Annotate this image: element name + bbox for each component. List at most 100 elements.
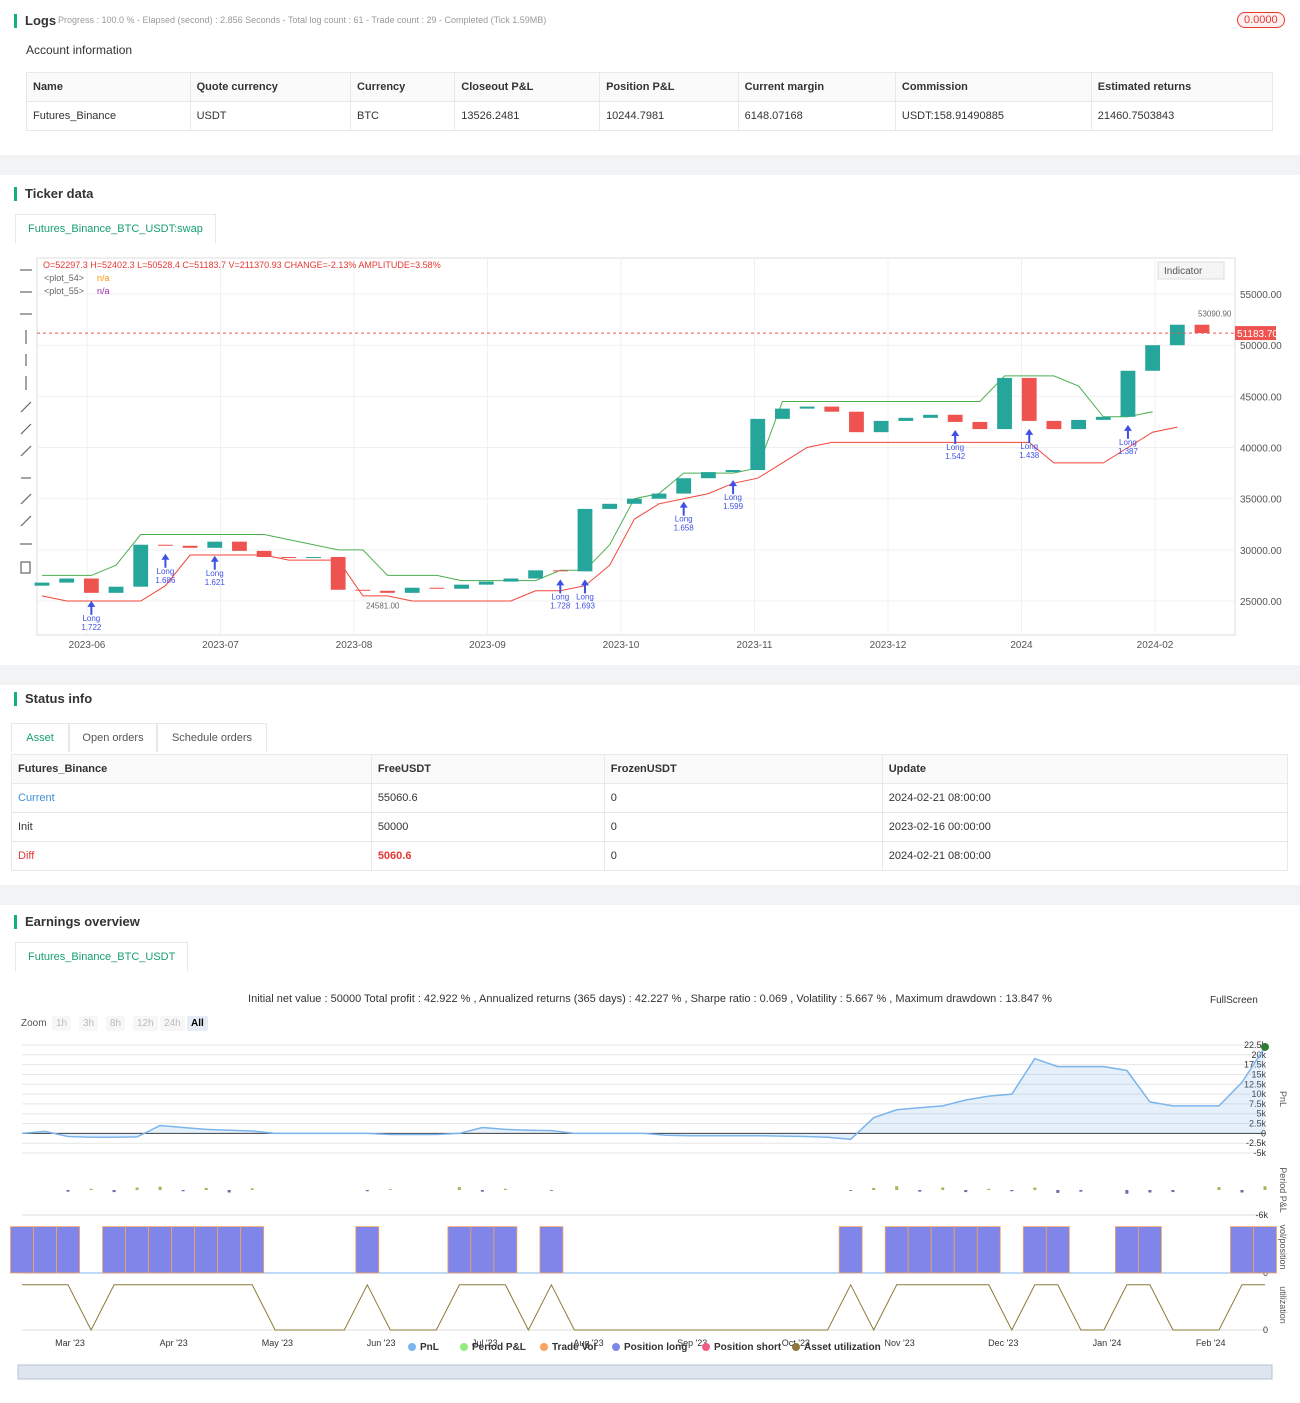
period-bar xyxy=(1263,1186,1267,1190)
candle xyxy=(602,503,618,509)
utilization-line xyxy=(22,1283,1265,1332)
cell: 0 xyxy=(603,841,883,871)
period-bar xyxy=(1217,1187,1221,1190)
price-tag xyxy=(1235,326,1276,341)
y-tick-label: 30000.00 xyxy=(1240,546,1282,557)
separator xyxy=(0,665,1300,685)
cell: 2024-02-21 08:00:00 xyxy=(881,841,1289,871)
period-bar xyxy=(457,1187,461,1190)
candle xyxy=(1046,420,1062,430)
x-tick-label: Jul '23 xyxy=(472,1338,498,1348)
candle xyxy=(552,570,568,572)
pnl-point xyxy=(1261,1042,1269,1051)
zoom-button[interactable]: 1h xyxy=(52,1016,72,1031)
candle xyxy=(404,587,420,593)
legend-name: <plot_54> xyxy=(44,273,84,283)
position-bar xyxy=(493,1226,518,1274)
period-bar xyxy=(849,1190,853,1191)
candle xyxy=(182,545,198,548)
candle xyxy=(898,417,914,421)
candle xyxy=(478,581,494,585)
period-bar xyxy=(941,1187,945,1190)
candle xyxy=(923,414,938,418)
tab[interactable]: Asset xyxy=(11,723,69,752)
section-title: Status info xyxy=(14,692,92,706)
y-tick-label: 12.5k xyxy=(1244,1079,1267,1089)
cell: 10244.7981 xyxy=(599,101,739,131)
zoom-button[interactable]: 8h xyxy=(106,1016,126,1031)
axis-label: utilization xyxy=(1278,1286,1288,1324)
progress: Progress : 100.0 % - Elapsed (second) : … xyxy=(58,15,547,25)
legend-label[interactable]: Asset utilization xyxy=(804,1342,881,1353)
zoom-button[interactable]: 3h xyxy=(79,1016,99,1031)
trade-qty: 1.387 xyxy=(1118,447,1139,456)
cell: 0 xyxy=(603,812,883,842)
y-tick-label: 35000.00 xyxy=(1240,495,1282,506)
candle xyxy=(133,544,149,587)
candle xyxy=(83,578,99,593)
candle xyxy=(380,590,395,593)
candle xyxy=(651,493,667,499)
period-bar xyxy=(66,1190,70,1192)
header-cell: Name xyxy=(26,72,191,102)
period-bar xyxy=(388,1189,392,1190)
y-tick-label: 7.5k xyxy=(1249,1099,1267,1109)
trade-arrow xyxy=(679,501,688,516)
header-cell: FreeUSDT xyxy=(370,754,605,784)
candle xyxy=(972,421,988,430)
cell: 55060.6 xyxy=(370,783,605,813)
legend-label[interactable]: Trade Vol xyxy=(552,1342,596,1353)
cell: Init xyxy=(11,812,372,842)
cell: 2023-02-16 00:00:00 xyxy=(881,812,1289,842)
zoom-button[interactable]: 24h xyxy=(160,1016,185,1031)
legend-label[interactable]: Position short xyxy=(714,1342,782,1353)
legend-marker xyxy=(540,1343,548,1351)
axis-label: Period P&L xyxy=(1278,1167,1288,1213)
zoom-button[interactable]: All xyxy=(187,1016,208,1031)
legend-label[interactable]: Period P&L xyxy=(472,1342,526,1353)
legend-label[interactable]: Position long xyxy=(624,1342,687,1353)
tab[interactable]: Futures_Binance_BTC_USDT xyxy=(15,942,189,971)
candle xyxy=(947,414,963,422)
trade-qty: 1.722 xyxy=(81,623,102,632)
candle xyxy=(158,544,173,546)
section-title: Ticker data xyxy=(14,187,93,201)
legend-value: n/a xyxy=(97,286,110,296)
cell: Diff xyxy=(11,841,372,871)
candle xyxy=(824,406,840,412)
x-tick-label: 2024 xyxy=(1010,640,1033,651)
cell: 6148.07168 xyxy=(737,101,896,131)
period-bar xyxy=(1240,1190,1244,1193)
period-bar xyxy=(227,1190,231,1193)
tab[interactable]: Futures_Binance_BTC_USDT:swap xyxy=(15,214,216,243)
legend-marker xyxy=(702,1343,710,1351)
trade-label: Long xyxy=(576,592,594,601)
y-tick-label: 10k xyxy=(1251,1089,1266,1099)
header-row: Name Quote currency Currency Closeout P&L Po… xyxy=(26,72,1274,102)
zoom-button[interactable]: 12h xyxy=(133,1016,158,1031)
tab[interactable]: Schedule orders xyxy=(157,723,267,752)
position-bar xyxy=(10,1226,34,1274)
y-tick-label: 40000.00 xyxy=(1240,444,1282,455)
position-bar xyxy=(1137,1226,1162,1274)
cell: Futures_Binance xyxy=(26,101,191,131)
legend-label[interactable]: PnL xyxy=(420,1342,439,1353)
candle xyxy=(1169,324,1185,346)
position-bar xyxy=(447,1226,472,1274)
trade-arrow xyxy=(210,555,219,570)
cell: Current xyxy=(11,783,372,813)
x-tick-label: Sep '23 xyxy=(677,1338,707,1348)
y-tick-label: 20k xyxy=(1251,1050,1266,1060)
ohlc: O=52297.3 H=52402.3 L=50528.4 C=51183.7 … xyxy=(43,260,441,270)
navigator[interactable] xyxy=(17,1364,1273,1380)
candle xyxy=(1095,416,1111,420)
candle xyxy=(750,418,766,471)
indicator-button[interactable] xyxy=(1157,261,1225,280)
tab[interactable]: Open orders xyxy=(69,723,157,752)
period-bar xyxy=(181,1190,185,1192)
x-tick-label: May '23 xyxy=(262,1338,293,1348)
x-tick-label: 2023-09 xyxy=(469,640,506,651)
header-cell: Quote currency xyxy=(189,72,352,102)
section-title: Earnings overview xyxy=(14,915,140,929)
fullscreen[interactable]: FullScreen xyxy=(1210,995,1258,1006)
